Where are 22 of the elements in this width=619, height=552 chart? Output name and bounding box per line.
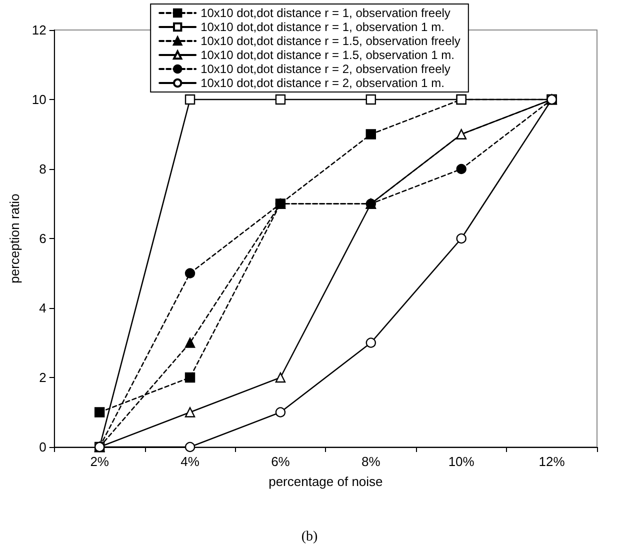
y-tick-label: 6 xyxy=(39,231,46,246)
y-tick-label: 4 xyxy=(39,300,46,316)
x-tick-label: 10% xyxy=(448,454,475,469)
x-tick-label: 6% xyxy=(271,454,290,469)
legend-label: 10x10 dot,dot distance r = 2, observation 1 m. xyxy=(200,76,444,90)
y-tick-label: 8 xyxy=(39,162,46,176)
x-tick-label: 4% xyxy=(180,454,200,469)
x-tick-label: 12% xyxy=(538,454,566,469)
y-tick-label: 0 xyxy=(39,440,46,454)
y-axis-title: perception ratio xyxy=(7,194,22,284)
y-tick-label: 2 xyxy=(39,370,46,385)
legend-label: 10x10 dot,dot distance r = 1, observation 1 m. xyxy=(200,20,444,34)
y-tick-label: 12 xyxy=(32,22,46,38)
x-axis-title: percentage of noise xyxy=(268,474,383,489)
x-tick-label: 2% xyxy=(90,454,110,469)
y-tick-label: 10 xyxy=(32,92,46,107)
legend-label: 10x10 dot,dot distance r = 2, observation freely xyxy=(200,62,450,76)
x-tick-label: 8% xyxy=(362,454,381,469)
legend-label: 10x10 dot,dot distance r = 1.5, observation 1 m. xyxy=(200,48,454,62)
legend-label: 10x10 dot,dot distance r = 1.5, observation freely xyxy=(200,34,460,48)
legend-label: 10x10 dot,dot distance r = 1, observation freely xyxy=(200,6,450,20)
text: (b) xyxy=(301,530,318,544)
